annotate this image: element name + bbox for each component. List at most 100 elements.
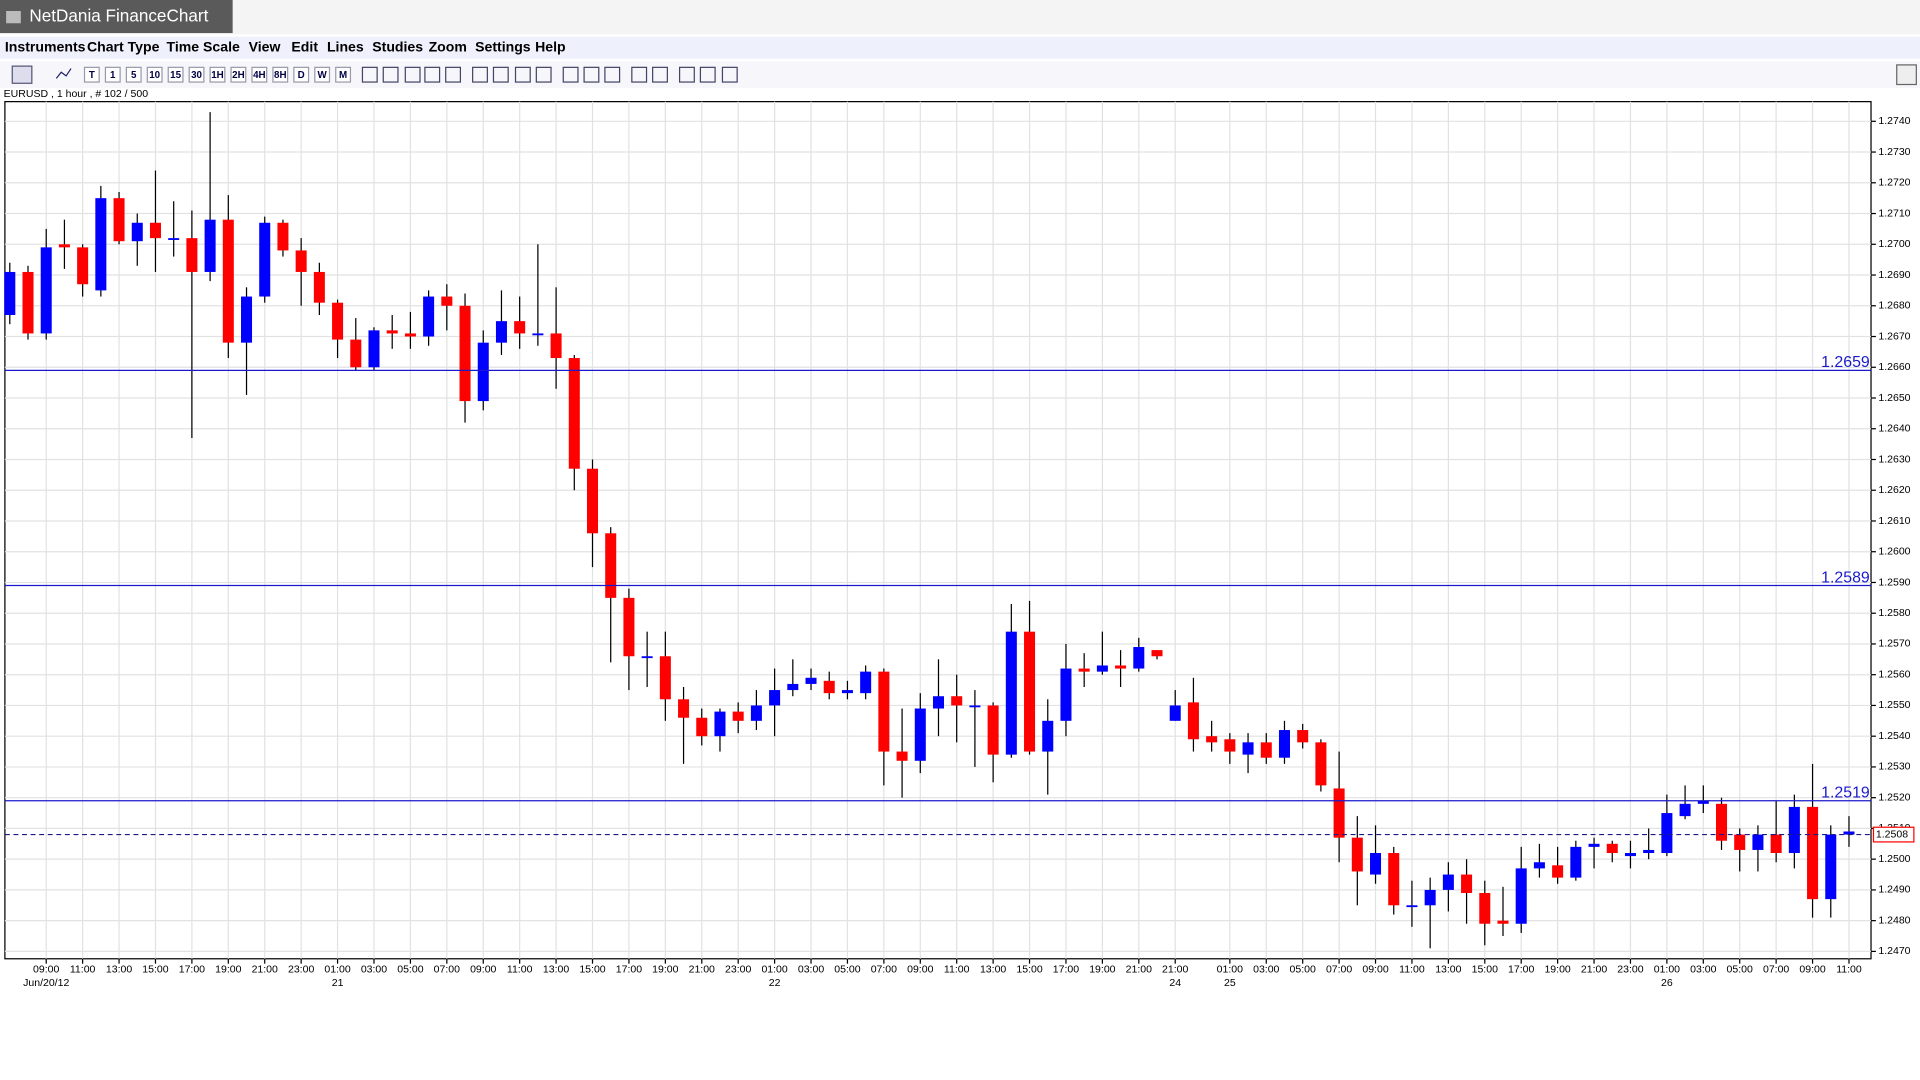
menu-item[interactable]: Instruments	[5, 38, 86, 54]
menu-item[interactable]: Settings	[475, 38, 531, 54]
tool-button[interactable]	[272, 66, 289, 83]
tool-button[interactable]	[251, 66, 268, 83]
title-tab	[0, 0, 233, 34]
tool-icon[interactable]	[382, 66, 399, 83]
tool-icon[interactable]	[678, 66, 695, 83]
tool-label[interactable]: 1H	[211, 70, 224, 81]
x-tick-label: 03:00	[1690, 964, 1716, 976]
tool-button[interactable]	[335, 66, 352, 83]
candle-body	[1752, 834, 1764, 850]
tool-label[interactable]: M	[339, 70, 347, 81]
y-tick-label: 1.2670	[1878, 330, 1910, 342]
x-tick-label: 15:00	[1016, 964, 1042, 976]
tool-icon[interactable]	[472, 66, 488, 83]
candle-body	[1461, 874, 1473, 893]
tool-button[interactable]	[146, 66, 163, 83]
tool-icon[interactable]	[699, 66, 716, 83]
candle-body	[1825, 834, 1837, 900]
tool-icon[interactable]	[445, 66, 462, 83]
candle-body	[659, 656, 671, 700]
x-tick-label: 09:00	[1362, 964, 1388, 976]
candle-body	[1643, 849, 1655, 854]
tool-button[interactable]	[167, 66, 184, 83]
menu-item[interactable]: Help	[535, 38, 566, 54]
tool-label[interactable]: 15	[170, 70, 181, 81]
candle-body	[641, 656, 653, 659]
toolbar-pin[interactable]	[1896, 64, 1917, 86]
candle-body	[932, 696, 945, 709]
y-tick-label: 1.2530	[1878, 761, 1910, 773]
menu-item[interactable]: Chart Type	[87, 38, 160, 54]
x-date-label: 26	[1661, 977, 1673, 989]
tool-icon[interactable]	[424, 66, 441, 83]
tool-icon[interactable]	[631, 66, 648, 83]
tool-button[interactable]	[188, 66, 205, 83]
candle-body	[459, 305, 471, 402]
x-tick-label: 17:00	[1053, 964, 1079, 976]
tool-label[interactable]: 10	[149, 70, 160, 81]
candle-body	[423, 296, 435, 337]
candle-body	[477, 342, 489, 402]
x-tick-label: 21:00	[1162, 964, 1188, 976]
candle-body	[750, 705, 762, 721]
x-tick-label: 11:00	[944, 964, 970, 976]
x-date-label: 24	[1169, 977, 1181, 989]
candle-body	[1497, 920, 1509, 924]
y-tick-label: 1.2480	[1878, 914, 1910, 926]
candle-body	[1679, 803, 1691, 817]
x-tick-label: 05:00	[397, 964, 423, 976]
tool-chart[interactable]	[11, 65, 33, 84]
tool-icon[interactable]	[583, 66, 600, 83]
x-tick-label: 21:00	[689, 964, 715, 976]
x-tick-label: 17:00	[179, 964, 205, 976]
candle-body	[1406, 905, 1418, 908]
menu-item[interactable]: Studies	[372, 38, 423, 54]
tool-button[interactable]	[83, 66, 100, 83]
tool-icon[interactable]	[361, 66, 378, 83]
menu-item[interactable]: Time Scale	[167, 38, 240, 54]
candle-body	[186, 238, 198, 272]
x-tick-label: 01:00	[324, 964, 350, 976]
candle-body	[40, 247, 52, 334]
tool-label[interactable]: D	[298, 70, 305, 81]
tool-icon[interactable]	[535, 66, 552, 83]
tool-icon[interactable]	[652, 66, 668, 83]
candle-body	[696, 717, 708, 737]
tool-button[interactable]	[125, 66, 142, 83]
tool-button[interactable]	[104, 66, 121, 83]
tool-button[interactable]	[314, 66, 331, 83]
tool-label[interactable]: 4H	[253, 70, 266, 81]
overlay: 1.2659 1.2589 1.2519 1.2508	[4, 354, 1915, 843]
menu-item[interactable]: View	[249, 38, 281, 54]
tool-button[interactable]	[209, 66, 226, 83]
y-tick-label: 1.2650	[1878, 392, 1910, 404]
tool-line[interactable]	[55, 68, 72, 79]
y-tick-label: 1.2700	[1878, 238, 1910, 250]
candle-body	[896, 751, 908, 761]
tool-label[interactable]: 8H	[274, 70, 287, 81]
candle-body	[1224, 739, 1236, 752]
tool-icon[interactable]	[492, 66, 509, 83]
tool-label[interactable]: 2H	[232, 70, 245, 81]
menu-item[interactable]: Lines	[327, 38, 364, 54]
y-tick-label: 1.2710	[1878, 207, 1910, 219]
tool-icon[interactable]	[562, 66, 579, 83]
tool-icon[interactable]	[604, 66, 621, 83]
tool-button[interactable]	[230, 66, 247, 83]
tool-label[interactable]: W	[318, 70, 328, 81]
tool-label[interactable]: 30	[191, 70, 202, 81]
candle-body	[259, 222, 271, 297]
tool-label[interactable]: 1	[110, 70, 116, 81]
menu-item[interactable]: Edit	[291, 38, 318, 54]
candle-body	[550, 333, 562, 359]
tool-icon[interactable]	[721, 66, 738, 83]
tool-label[interactable]: 5	[131, 70, 137, 81]
menu-item[interactable]: Zoom	[429, 38, 467, 54]
candle-body	[1060, 668, 1072, 721]
tool-label[interactable]: T	[89, 70, 95, 81]
tool-icon[interactable]	[404, 66, 421, 83]
candles	[4, 112, 1855, 949]
x-tick-label: 19:00	[652, 964, 678, 976]
tool-button[interactable]	[293, 66, 310, 83]
tool-icon[interactable]	[514, 66, 531, 83]
